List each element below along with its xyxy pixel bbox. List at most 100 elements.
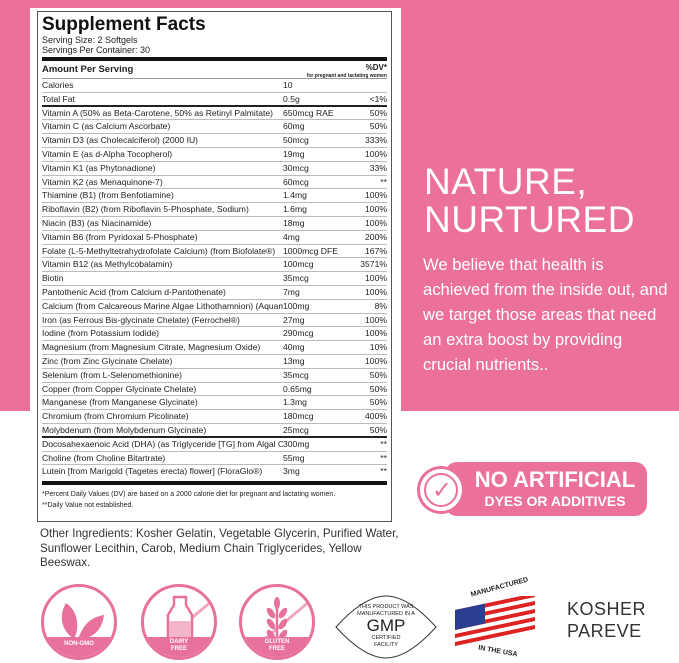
- nutrient-dv: 50%: [369, 121, 387, 132]
- nutrient-dv: **: [380, 176, 387, 187]
- kosher-text: KOSHER: [567, 599, 647, 619]
- pareve-text: PAREVE: [567, 621, 642, 641]
- other-ingredients: Other Ingredients: Kosher Gelatin, Veget…: [40, 527, 399, 569]
- table-row: Vitamin A (50% as Beta-Carotene, 50% as …: [42, 107, 387, 121]
- headline-line: NATURE,: [424, 161, 588, 202]
- table-row: Total Fat 0.5g <1%: [42, 93, 387, 107]
- tagline-paragraph: We believe that health is achieved from …: [423, 255, 668, 374]
- nutrient-name: Lutein [from Marigold (Tagetes erecta) f…: [42, 466, 263, 477]
- nutrient-name: Manganese (from Manganese Glycinate): [42, 397, 198, 408]
- headline: NATURE, NURTURED: [424, 163, 635, 239]
- nutrient-dv: 8%: [374, 300, 387, 311]
- nutrient-amount: 300mg: [283, 438, 310, 449]
- nutrient-amount: 4mg: [283, 231, 300, 242]
- nutrient-dv: 10%: [369, 342, 387, 353]
- nutrient-amount: 1.4mg: [283, 190, 307, 201]
- nutrient-amount: 650mcg RAE: [283, 107, 334, 118]
- table-row: Calories 10: [42, 79, 387, 93]
- nutrient-dv: **: [380, 466, 387, 477]
- table-row: Copper (from Copper Glycinate Chelate) 0.…: [42, 383, 387, 397]
- nutrient-amount: 3mg: [283, 466, 300, 477]
- nutrient-dv: 50%: [369, 424, 387, 435]
- table-row: Niacin (B3) (as Niacinamide) 18mg 100%: [42, 217, 387, 231]
- nutrient-amount: 30mcg: [283, 162, 309, 173]
- nutrient-amount: 100mg: [283, 300, 310, 311]
- nutrient-name: Choline (from Choline Bitartrate): [42, 452, 166, 463]
- divider: [42, 57, 387, 61]
- gmp-title: GMP: [366, 616, 406, 635]
- nutrient-name: Vitamin C (as Calcium Ascorbate): [42, 121, 171, 132]
- nutrient-name: Zinc (from Zinc Glycinate Chelate): [42, 355, 173, 366]
- nutrient-amount: 0.65mg: [283, 383, 312, 394]
- table-row: Zinc (from Zinc Glycinate Chelate) 13mg 10…: [42, 355, 387, 369]
- nutrient-dv: 100%: [365, 286, 387, 297]
- gluten-free-badge: GLUTEN FREE: [239, 584, 315, 660]
- table-row: Vitamin C (as Calcium Ascorbate) 60mg 50%: [42, 120, 387, 135]
- nutrient-name: Vitamin K1 (as Phytonadione): [42, 162, 156, 173]
- table-row: Vitamin E (as d-Alpha Tocopherol) 19mg 100…: [42, 148, 387, 162]
- table-row: Thiamine (B1) (from Benfotiamine) 1.4mg 10…: [42, 189, 387, 204]
- dv-subheader: for pregnant and lactating women: [306, 73, 387, 79]
- nutrient-dv: 200%: [365, 231, 387, 242]
- nutrient-name: Biotin: [42, 273, 64, 284]
- nutrient-dv: **: [380, 452, 387, 463]
- nutrient-amount: 60mcg: [283, 176, 309, 187]
- servings-per-container: Servings Per Container: 30: [42, 45, 151, 55]
- gmp-certified-badge: THIS PRODUCT WAS MANUFACTURED IN A GMP C…: [334, 594, 438, 660]
- diamond-frame: [335, 595, 437, 659]
- table-row: Iron (as Ferrous Bis-glycinate Chelate) …: [42, 314, 387, 328]
- nutrient-dv: 100%: [365, 273, 387, 284]
- nutrient-name: Copper (from Copper Glycinate Chelate): [42, 383, 197, 394]
- table-row: Manganese (from Manganese Glycinate) 1.3m…: [42, 396, 387, 411]
- nutrient-name: Vitamin E (as d-Alpha Tocopherol): [42, 148, 173, 159]
- nutrient-dv: 50%: [369, 369, 387, 380]
- nutrient-amount: 25mcg: [283, 424, 309, 435]
- supplement-facts-label: Supplement Facts Serving Size: 2 Softgel…: [37, 11, 392, 522]
- us-flag-icon: [455, 596, 535, 646]
- milk-bottle-icon: [166, 595, 194, 645]
- no-artificial-badge: NO ARTIFICIAL DYES OR ADDITIVES: [445, 462, 647, 516]
- nutrient-amount: 18mg: [283, 217, 305, 228]
- nutrient-dv: 100%: [365, 314, 387, 325]
- badge-line: NO ARTIFICIAL: [474, 467, 636, 492]
- nutrient-name: Selenium (from L-Selenomethionine): [42, 369, 182, 380]
- gmp-text: FACILITY: [374, 641, 398, 648]
- nutrient-dv: <1%: [369, 93, 387, 104]
- nutrient-name: Magnesium (from Magnesium Citrate, Magne…: [42, 342, 261, 353]
- nutrient-name: Iodine (from Potassium Iodide): [42, 328, 160, 339]
- nutrient-amount: 290mcg: [283, 328, 314, 339]
- nutrient-dv: 50%: [369, 383, 387, 394]
- gmp-text: MANUFACTURED IN A: [357, 610, 415, 617]
- table-row: Selenium (from L-Selenomethionine) 35mcg 5…: [42, 369, 387, 383]
- nutrient-dv: 100%: [365, 204, 387, 215]
- nutrient-amount: 40mg: [283, 342, 305, 353]
- table-row: Vitamin B6 (from Pyridoxal 5-Phosphate) 4…: [42, 231, 387, 245]
- usa-bottom-text: IN THE USA: [477, 644, 518, 659]
- label-title: Supplement Facts: [42, 14, 206, 35]
- nutrient-name: Vitamin A (50% as Beta-Carotene, 50% as …: [42, 107, 274, 118]
- nutrient-dv: 3571%: [360, 259, 387, 270]
- table-row: Iodine (from Potassium Iodide) 290mcg 100%: [42, 327, 387, 342]
- serving-size: Serving Size: 2 Softgels: [42, 35, 138, 45]
- nutrient-name: Vitamin B12 (as Methylcobalamin): [42, 259, 173, 270]
- dairy-free-badge: DAIRY FREE: [141, 584, 217, 660]
- nutrient-name: Total Fat: [42, 93, 75, 104]
- nutrient-name: Calories: [42, 80, 74, 90]
- nutrient-dv: 33%: [369, 162, 387, 173]
- table-row: Folate (L-5-Methyltetrahydrofolate Calci…: [42, 245, 387, 259]
- nutrient-amount: 13mg: [283, 355, 305, 366]
- nutrient-dv: 100%: [365, 328, 387, 339]
- nutrient-table: Calories 10 Total Fat 0.5g <1% Vitamin A (50%…: [42, 79, 387, 479]
- made-in-usa-badge: MANUFACTURED IN THE USA: [452, 576, 542, 660]
- nutrient-dv: 100%: [365, 148, 387, 159]
- table-row: Vitamin K1 (as Phytonadione) 30mcg 33%: [42, 162, 387, 176]
- nutrient-amount: 35mcg: [283, 369, 309, 380]
- nutrient-dv: 400%: [365, 411, 387, 422]
- nutrient-dv: 50%: [369, 397, 387, 408]
- nutrient-amount: 55mg: [283, 452, 305, 463]
- nutrient-amount: 1.3mg: [283, 397, 307, 408]
- divider: [42, 481, 387, 486]
- table-row: Vitamin D3 (as Cholecalciferol) (2000 IU…: [42, 134, 387, 148]
- footnote: *Percent Daily Values (DV) are based on …: [42, 491, 336, 499]
- nutrient-name: Thiamine (B1) (from Benfotiamine): [42, 190, 174, 201]
